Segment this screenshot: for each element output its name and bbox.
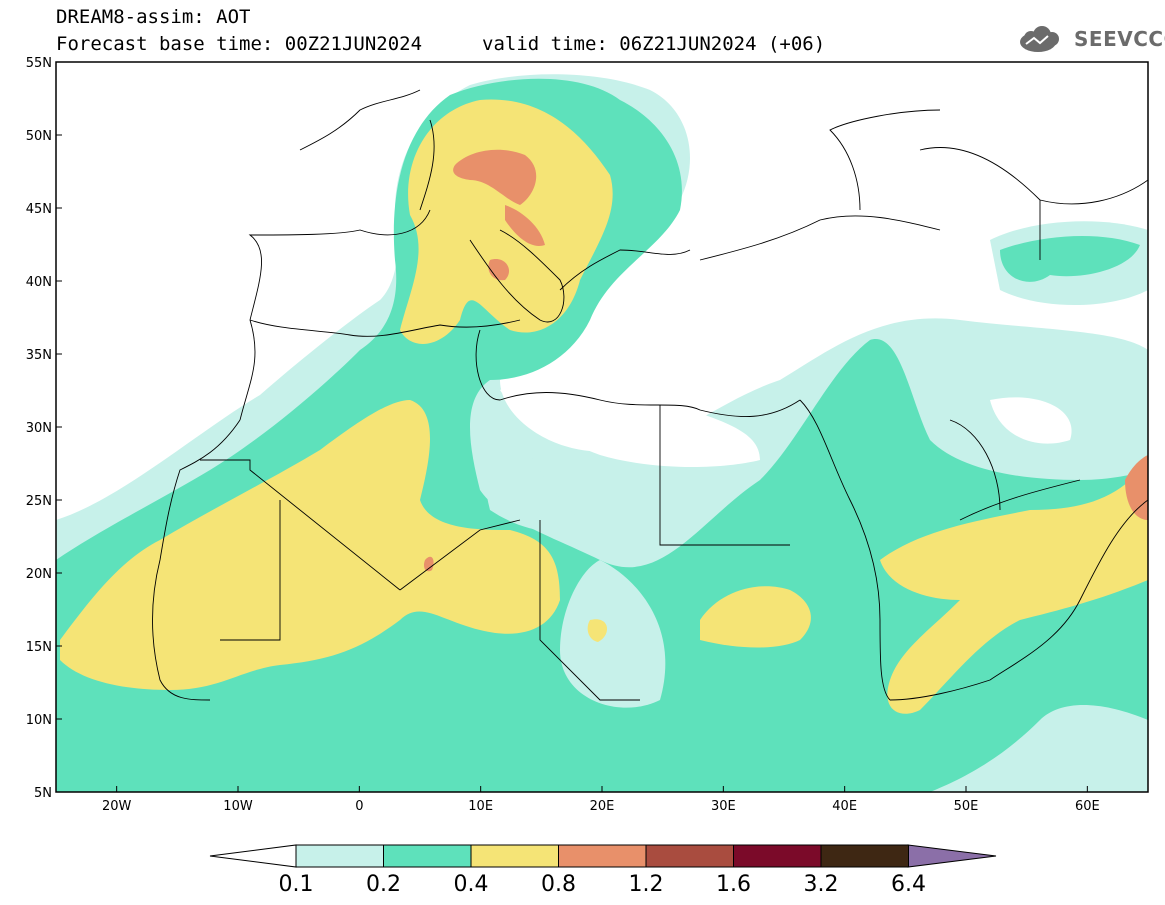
colorbar-swatch <box>820 844 909 868</box>
logo-text: SEEVCCC <box>1074 27 1165 51</box>
lon-tick-label: 10W <box>223 799 253 814</box>
colorbar-swatch <box>733 844 822 868</box>
lon-tick-label: 0 <box>355 799 363 814</box>
lon-tick-label: 50E <box>954 799 979 814</box>
colorbar-label: 3.2 <box>803 872 839 897</box>
colorbar <box>209 844 997 868</box>
lat-tick-label: 55N <box>26 56 52 71</box>
lat-tick-label: 20N <box>26 567 52 582</box>
lat-tick-label: 35N <box>26 348 52 363</box>
colorbar-swatch <box>470 844 559 868</box>
colorbar-swatch <box>383 844 472 868</box>
lon-tick-label: 10E <box>468 799 493 814</box>
colorbar-swatch <box>295 844 384 868</box>
lon-tick-label: 20W <box>102 799 132 814</box>
colorbar-label: 1.6 <box>716 872 751 897</box>
lat-tick-label: 25N <box>26 494 52 509</box>
lat-tick-label: 15N <box>26 640 52 655</box>
lat-tick-label: 30N <box>26 421 52 436</box>
valid-time: valid time: 06Z21JUN2024 (+06) <box>482 33 826 55</box>
lat-tick-label: 45N <box>26 202 52 217</box>
colorbar-label: 0.2 <box>366 872 401 897</box>
lon-tick-label: 20E <box>590 799 615 814</box>
colorbar-label: 0.8 <box>541 872 576 897</box>
lat-tick-label: 50N <box>26 129 52 144</box>
colorbar-max-arrow <box>907 844 997 868</box>
forecast-base-time: Forecast base time: 00Z21JUN2024 <box>56 33 423 55</box>
colorbar-label: 0.1 <box>278 872 314 897</box>
lat-tick-label: 5N <box>34 786 52 801</box>
colorbar-label: 6.4 <box>891 872 926 897</box>
coastlines <box>152 89 1148 701</box>
lon-tick-label: 60E <box>1075 799 1100 814</box>
cloud-icon <box>1020 26 1059 52</box>
lat-tick-label: 10N <box>26 713 52 728</box>
lon-tick-label: 30E <box>711 799 736 814</box>
aot-contours <box>56 74 1148 792</box>
lon-tick-label: 40E <box>832 799 857 814</box>
colorbar-swatch <box>558 844 647 868</box>
colorbar-swatch <box>645 844 734 868</box>
lat-tick-label: 40N <box>26 275 52 290</box>
colorbar-label: 1.2 <box>628 872 664 897</box>
map-title: DREAM8-assim: AOT <box>56 6 251 28</box>
colorbar-label: 0.4 <box>453 872 489 897</box>
